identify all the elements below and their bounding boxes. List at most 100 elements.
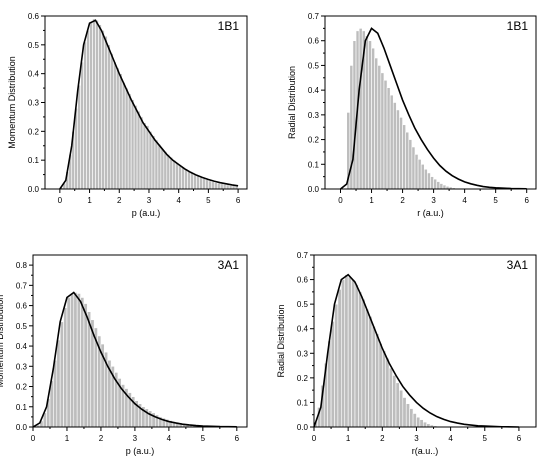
histogram-bar [389, 94, 394, 190]
histogram-bar [420, 163, 425, 190]
y-tick-label: 0.3 [297, 349, 309, 358]
histogram-bar [151, 135, 156, 190]
histogram-bar [409, 408, 414, 428]
histogram-bar [190, 172, 194, 190]
histogram-bar [80, 297, 85, 428]
y-tick-label: 0.7 [308, 12, 320, 21]
histogram-bar [154, 139, 159, 190]
panel-label: 3A1 [218, 258, 240, 272]
y-tick-label: 0.0 [16, 423, 28, 432]
y-axis-label: Radial Distribution [276, 304, 286, 377]
histogram-bar [219, 183, 224, 190]
histogram-bar [439, 183, 444, 190]
histogram-bar [53, 359, 58, 428]
y-tick-label: 0.7 [16, 281, 28, 290]
x-tick-label: 1 [369, 196, 374, 205]
histogram-bar [89, 21, 93, 190]
distribution-curve [340, 27, 527, 190]
x-axis-label: r (a.u.) [417, 208, 444, 218]
histogram-bar [208, 180, 212, 190]
y-tick-label: 0.0 [297, 423, 309, 432]
histogram-bar [121, 82, 126, 190]
y-tick-label: 0.6 [28, 12, 40, 21]
histogram-bar [115, 67, 120, 190]
histogram-bar [160, 148, 165, 190]
x-tick-label: 0 [58, 196, 63, 205]
histogram-bar [163, 151, 168, 190]
histogram-bar [86, 30, 90, 190]
histogram-bar [70, 293, 75, 428]
histogram-bar [416, 416, 421, 428]
histogram-bar [181, 167, 185, 190]
histogram-bar [358, 28, 363, 190]
histogram-bar [395, 382, 400, 428]
histogram-bar [405, 403, 410, 428]
histogram-bar [104, 35, 108, 190]
y-axis-label: Momentum Distribution [0, 295, 5, 388]
histogram-bar [184, 168, 188, 190]
x-tick-label: 5 [483, 434, 488, 443]
x-axis-label: p (a.u.) [132, 208, 161, 218]
y-tick-label: 0.6 [297, 276, 309, 285]
histogram-bar [417, 159, 422, 190]
x-tick-label: 5 [201, 434, 206, 443]
y-tick-label: 0.0 [308, 185, 320, 194]
histogram-bar [433, 178, 438, 190]
x-tick-label: 6 [517, 434, 522, 443]
x-axis-label: p (a.u.) [126, 446, 155, 456]
histogram-bar [196, 175, 200, 190]
histogram-bar [385, 357, 390, 428]
histogram-bar [80, 61, 84, 190]
histogram-bar [225, 184, 230, 190]
histogram-bar [422, 421, 428, 428]
y-tick-label: 0.4 [28, 70, 40, 79]
chart-panel-3: 0 1 2 3 4 5 6 0.0 0.1 0.2 0.3 0.4 0.5 0.6 0.7 0.8 p (a.u… [0, 254, 248, 456]
y-tick-label: 0.7 [297, 251, 309, 260]
histogram-bar [92, 18, 96, 190]
histogram-bar [130, 99, 135, 190]
histogram-bar [73, 292, 78, 428]
histogram-bar [354, 284, 359, 428]
y-tick-label: 0.5 [308, 61, 320, 70]
histogram-bar [392, 375, 397, 428]
y-tick-label: 0.1 [28, 156, 40, 165]
chart-panel-2: 0 1 2 3 4 5 6 0.0 0.1 0.2 0.3 0.4 0.5 0.6 0.7 r (a.u.) R… [287, 12, 537, 218]
y-tick-label: 0.4 [308, 86, 320, 95]
histogram-bar [368, 40, 372, 190]
distribution-curve [313, 273, 519, 428]
histogram-bar [214, 182, 218, 190]
histogram-bar [145, 125, 150, 190]
y-tick-label: 0.5 [28, 41, 40, 50]
x-tick-label: 3 [431, 196, 436, 205]
chart-panel-1: 0 1 2 3 4 5 6 0.0 0.1 0.2 0.3 0.4 0.5 0.6 p (a.u.) Mome… [7, 12, 248, 218]
x-tick-label: 3 [133, 434, 138, 443]
histogram-bar [157, 144, 162, 190]
histogram-bar [136, 110, 141, 190]
histogram-bar [414, 154, 419, 190]
histogram-bar [178, 165, 182, 190]
x-tick-label: 4 [462, 196, 467, 205]
x-tick-label: 2 [400, 196, 405, 205]
histogram-bar [172, 159, 177, 190]
x-tick-label: 6 [235, 434, 240, 443]
y-tick-label: 0.0 [28, 185, 40, 194]
histogram-bar [419, 419, 424, 428]
histogram-bar [187, 170, 191, 190]
histogram-bar [124, 87, 129, 190]
histogram-bar [193, 174, 197, 190]
y-tick-label: 0.4 [297, 325, 309, 334]
x-tick-label: 5 [206, 196, 211, 205]
histogram-bar [380, 72, 385, 190]
x-tick-label: 1 [87, 196, 92, 205]
histogram-bar [175, 162, 179, 190]
histogram-bar [76, 293, 81, 428]
x-tick-label: 2 [99, 434, 104, 443]
histogram-bar [166, 154, 171, 190]
x-axis-label: r(a.u..) [412, 446, 439, 456]
x-tick-label: 3 [414, 434, 419, 443]
histogram-bar [133, 105, 138, 190]
histogram-bar [211, 181, 215, 190]
histogram-bar [396, 109, 400, 190]
histogram-bar [442, 184, 447, 190]
histogram-bar [383, 79, 388, 190]
